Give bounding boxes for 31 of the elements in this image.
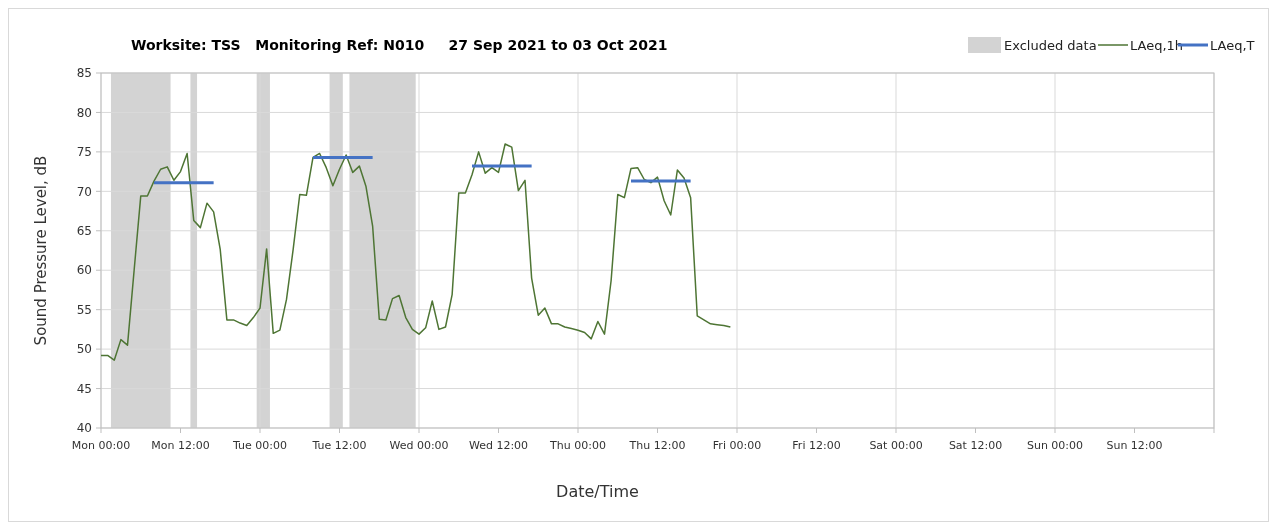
x-axis-title: Date/Time (556, 482, 639, 501)
x-tick-label: Sun 00:00 (1026, 439, 1084, 452)
x-tick-label: Sat 12:00 (948, 439, 1003, 452)
y-tick-label: 40 (76, 421, 92, 436)
y-tick-label: 85 (76, 66, 92, 81)
x-tick-label: Sun 12:00 (1106, 439, 1163, 452)
x-tick-label: Tue 00:00 (232, 439, 287, 452)
x-tick-label: Tue 12:00 (311, 439, 367, 452)
y-tick-label: 60 (76, 263, 92, 278)
line-series (100, 143, 732, 361)
x-tick-label: Sat 00:00 (869, 439, 923, 452)
y-tick-label: 45 (76, 381, 92, 396)
legend-label: Excluded data (1004, 38, 1097, 53)
y-tick-label: 50 (76, 342, 92, 357)
x-tick-label: Thu 00:00 (549, 439, 606, 452)
x-tick-label: Fri 12:00 (792, 439, 841, 452)
y-tick-label: 55 (76, 302, 92, 317)
x-tick-label: Wed 12:00 (468, 439, 529, 452)
y-tick-label: 80 (76, 105, 92, 120)
legend-label: LAeq,T (1210, 38, 1255, 53)
y-tick-label: 70 (76, 184, 92, 199)
chart-title: Worksite: TSS Monitoring Ref: N010 27 Sep 2021 to 03 Oct 2021 (131, 37, 668, 53)
y-axis-title: Sound Pressure Level, dB (32, 155, 50, 346)
x-tick-label: Fri 00:00 (712, 439, 762, 452)
x-tick-label: Thu 12:00 (628, 439, 686, 452)
x-tick-label: Wed 00:00 (389, 439, 449, 452)
legend-label: LAeq,1h (1130, 38, 1184, 53)
y-tick-label: 75 (76, 145, 92, 160)
x-tick-label: Mon 00:00 (71, 439, 131, 452)
y-tick-label: 65 (76, 223, 92, 238)
x-tick-label: Mon 12:00 (151, 439, 210, 452)
